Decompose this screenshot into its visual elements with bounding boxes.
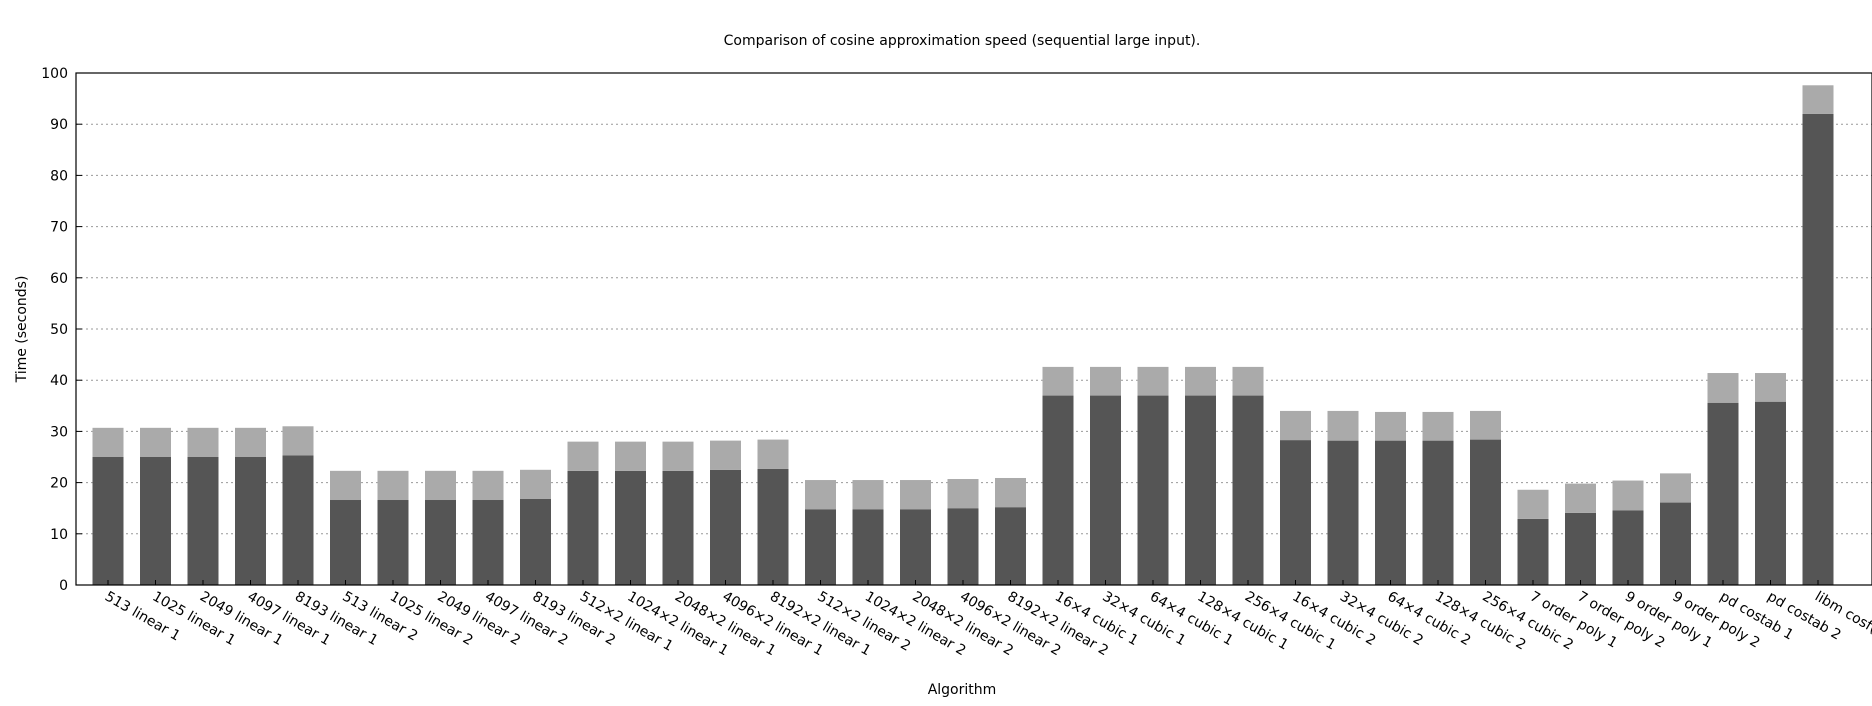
bar-lower (1137, 395, 1169, 585)
bar-upper (900, 480, 931, 510)
y-tick-label: 70 (50, 220, 68, 236)
bar-lower (1470, 439, 1501, 585)
y-tick-label: 100 (41, 66, 68, 82)
bar-upper (330, 470, 361, 501)
y-tick-label: 90 (50, 117, 68, 133)
bar-lower (1612, 510, 1644, 585)
bar-upper (140, 427, 171, 457)
bar-lower (1660, 502, 1691, 585)
y-tick-label: 20 (50, 476, 68, 492)
bar-lower (1755, 401, 1786, 585)
bar-upper (1565, 483, 1596, 513)
bar-upper (710, 440, 741, 470)
chart-title: Comparison of cosine approximation speed… (724, 33, 1201, 49)
bar-lower (947, 508, 979, 585)
bar-upper (1042, 366, 1074, 396)
bar-upper (947, 479, 979, 509)
x-axis-title: Algorithm (928, 682, 997, 698)
y-tick-label: 80 (50, 168, 68, 184)
bar-upper (235, 427, 266, 457)
bar-lower (140, 457, 171, 585)
bar-upper (472, 470, 504, 501)
y-tick-label: 0 (59, 578, 68, 594)
bar-upper (805, 480, 836, 510)
bar-upper (615, 441, 646, 471)
bar-upper (425, 470, 456, 501)
bar-lower (710, 469, 741, 585)
bar-upper (852, 480, 884, 510)
bar-lower (1707, 402, 1739, 585)
bar-upper (92, 427, 124, 457)
bar-lower (757, 468, 789, 585)
y-tick-label: 40 (50, 373, 68, 389)
y-axis: 0 10 20 30 40 50 60 70 80 90 100 (41, 66, 82, 594)
bar-lower (282, 455, 314, 585)
bar-lower (567, 470, 599, 585)
bar-upper (1232, 366, 1264, 396)
bar-upper (377, 470, 409, 501)
bar-upper (187, 427, 219, 457)
bar-lower (805, 509, 836, 585)
bar-upper (1327, 410, 1359, 441)
bar-lower (1042, 395, 1074, 585)
bar-upper (1470, 410, 1501, 440)
bar-lower (1802, 113, 1834, 586)
y-tick-label: 60 (50, 271, 68, 287)
bar-lower (235, 457, 266, 585)
bar-upper (757, 439, 789, 469)
bar-lower (852, 509, 884, 585)
bar-upper (1280, 410, 1311, 441)
bar-lower (520, 498, 551, 585)
bar-upper (1185, 366, 1216, 396)
bar-lower (1422, 440, 1454, 585)
bar-lower (1565, 512, 1596, 585)
bar-lower (330, 500, 361, 585)
bar-lower (187, 457, 219, 585)
bar-lower (1090, 395, 1121, 585)
bar-lower (92, 457, 124, 585)
bar-lower (1232, 395, 1264, 585)
bar-upper (995, 477, 1026, 508)
bar-upper (1375, 411, 1406, 441)
bar-lower (900, 509, 931, 585)
bar-upper (1660, 473, 1691, 503)
bar-upper (520, 469, 551, 499)
bar-upper (662, 441, 694, 471)
bar-upper (1137, 366, 1169, 396)
bar-upper (1612, 480, 1644, 511)
bar-lower (1517, 518, 1549, 585)
bar-upper (282, 426, 314, 456)
bar-lower (472, 500, 504, 585)
bar-upper (567, 441, 599, 471)
bar-lower (1280, 440, 1311, 585)
bar-lower (995, 507, 1026, 585)
bar-upper (1755, 373, 1786, 402)
bar-lower (1375, 440, 1406, 585)
y-tick-label: 50 (50, 322, 68, 338)
bar-lower (615, 470, 646, 585)
bar-upper (1422, 411, 1454, 441)
bars (92, 85, 1834, 586)
bar-lower (1327, 440, 1359, 585)
y-tick-label: 30 (50, 424, 68, 440)
bar-upper (1802, 85, 1834, 114)
bar-lower (425, 500, 456, 585)
y-axis-title: Time (seconds) (14, 276, 30, 384)
y-tick-label: 10 (50, 527, 68, 543)
bar-upper (1090, 366, 1121, 396)
bar-lower (662, 470, 694, 585)
bar-upper (1517, 489, 1549, 519)
bar-lower (377, 500, 409, 585)
bar-upper (1707, 373, 1739, 403)
bar-lower (1185, 395, 1216, 585)
